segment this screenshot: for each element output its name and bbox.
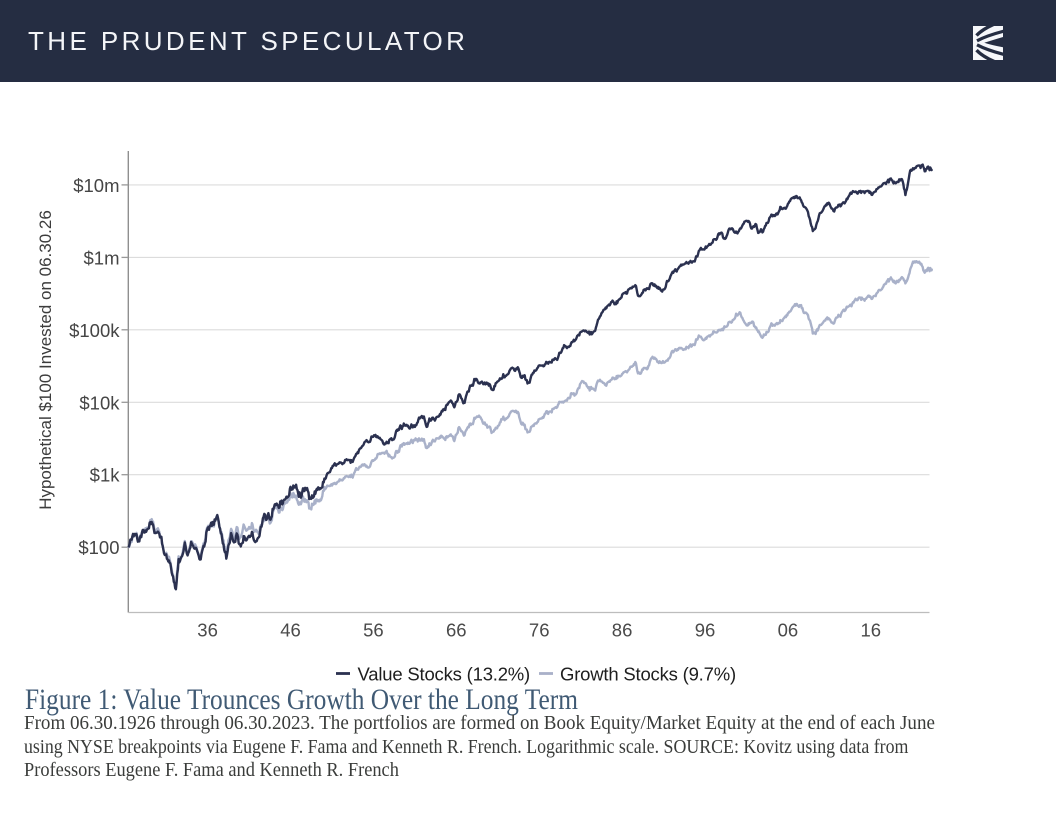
svg-text:$10k: $10k — [79, 392, 120, 413]
svg-text:36: 36 — [197, 620, 218, 641]
svg-text:Hypothetical $100 Invested on: Hypothetical $100 Invested on 06.30.26 — [36, 210, 55, 510]
svg-text:86: 86 — [612, 620, 633, 641]
svg-text:16: 16 — [861, 620, 882, 641]
svg-text:66: 66 — [446, 620, 467, 641]
svg-text:46: 46 — [280, 620, 301, 641]
svg-text:Growth Stocks (9.7%): Growth Stocks (9.7%) — [560, 664, 736, 685]
svg-text:Value Stocks (13.2%): Value Stocks (13.2%) — [358, 664, 531, 685]
svg-text:$10m: $10m — [73, 175, 119, 196]
svg-text:56: 56 — [363, 620, 384, 641]
svg-text:76: 76 — [529, 620, 550, 641]
svg-text:$1k: $1k — [90, 465, 121, 486]
svg-text:$100k: $100k — [69, 320, 120, 341]
svg-text:06: 06 — [778, 620, 799, 641]
svg-text:$1m: $1m — [84, 247, 120, 268]
svg-text:96: 96 — [695, 620, 716, 641]
svg-text:$100: $100 — [78, 537, 119, 558]
